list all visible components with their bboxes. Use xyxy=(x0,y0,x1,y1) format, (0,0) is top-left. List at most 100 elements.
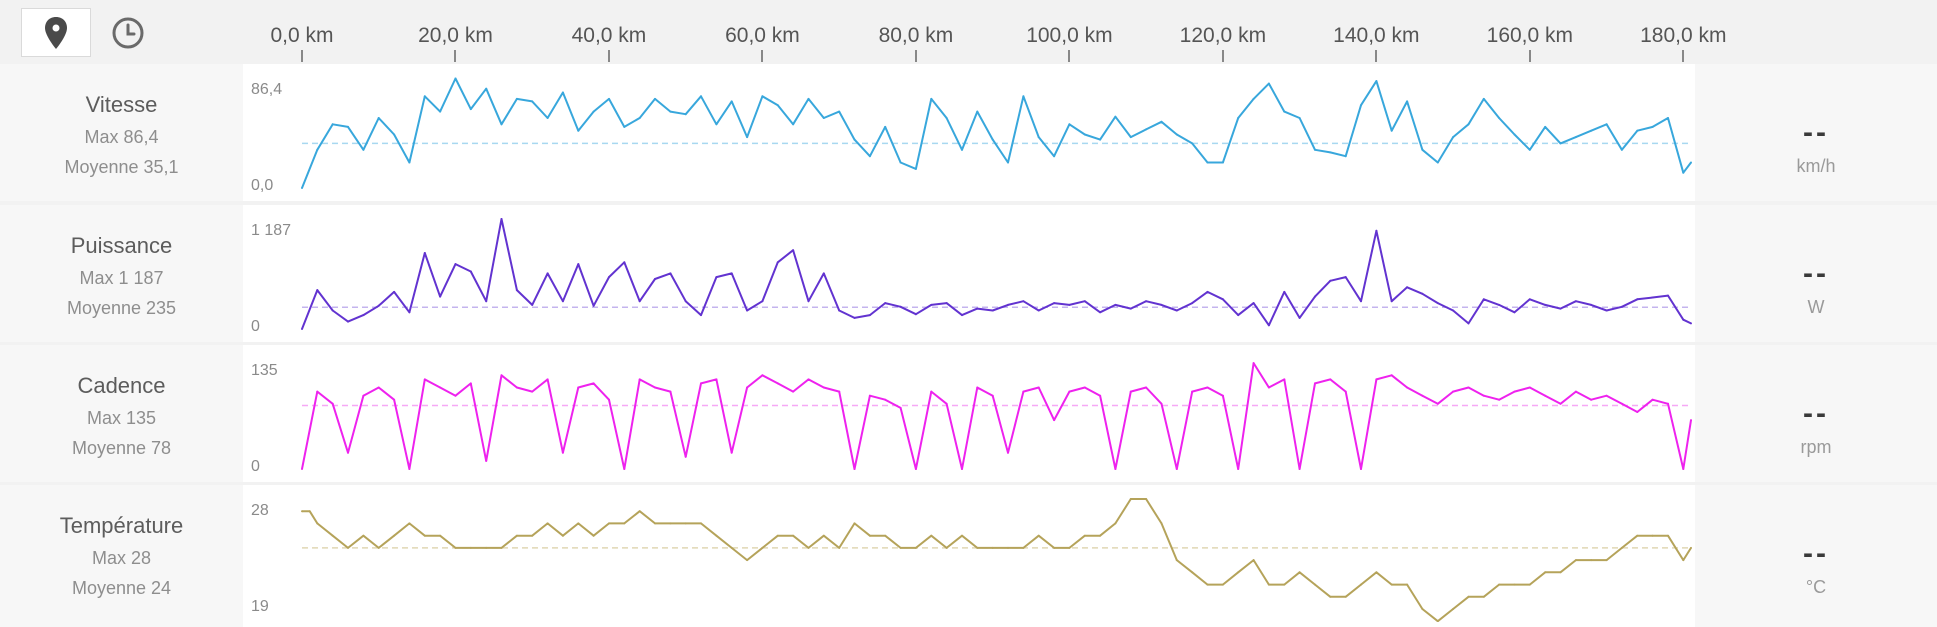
data-point xyxy=(608,398,610,401)
data-point xyxy=(1298,117,1301,119)
x-tick-mark xyxy=(454,50,457,62)
data-point xyxy=(1406,100,1409,103)
data-point xyxy=(638,300,641,303)
data-point xyxy=(316,522,319,525)
data-point xyxy=(746,309,749,312)
data-point xyxy=(1590,398,1593,401)
data-point xyxy=(1620,305,1623,308)
data-point xyxy=(1559,142,1562,145)
data-point xyxy=(976,546,979,549)
data-point xyxy=(945,302,948,305)
data-point xyxy=(1252,559,1255,562)
data-point xyxy=(608,522,610,525)
data-point xyxy=(1482,595,1485,598)
data-point xyxy=(1574,136,1577,139)
data-point xyxy=(822,534,825,537)
data-point xyxy=(347,125,349,128)
data-point xyxy=(1053,302,1056,305)
metric-line-chart[interactable] xyxy=(243,205,1695,342)
data-point xyxy=(331,402,334,405)
data-point xyxy=(638,378,641,381)
data-point xyxy=(1620,402,1623,405)
metric-average: Moyenne 24 xyxy=(71,578,172,598)
metric-current-value: -- xyxy=(1803,537,1829,570)
metric-info-panel: Température Max 28 Moyenne 24 xyxy=(0,485,243,627)
data-point xyxy=(1175,133,1178,136)
metric-unit: rpm xyxy=(1800,437,1832,457)
data-point xyxy=(991,394,994,397)
data-point xyxy=(1360,300,1362,303)
metric-unit: km/h xyxy=(1796,156,1836,176)
data-point xyxy=(776,261,779,264)
data-point xyxy=(362,394,365,397)
data-point xyxy=(316,148,319,151)
data-point xyxy=(439,534,442,537)
data-point xyxy=(1544,571,1547,574)
data-point xyxy=(991,309,994,312)
metric-line-chart[interactable] xyxy=(243,485,1695,622)
data-point xyxy=(393,133,396,136)
data-point xyxy=(1267,324,1270,327)
data-point xyxy=(945,546,948,549)
data-point xyxy=(1053,546,1056,549)
data-point xyxy=(1406,286,1409,289)
data-point xyxy=(1237,468,1240,470)
metric-info-panel: Vitesse Max 86,4 Moyenne 35,1 xyxy=(0,64,243,201)
data-point xyxy=(776,382,779,385)
data-point xyxy=(991,546,994,549)
data-point xyxy=(1682,559,1685,562)
data-point xyxy=(1237,571,1240,574)
data-point xyxy=(1528,583,1531,586)
data-point xyxy=(1574,300,1577,303)
data-point xyxy=(1007,546,1009,549)
data-point xyxy=(1175,468,1178,470)
data-point xyxy=(1421,394,1424,397)
metric-row: Température Max 28 Moyenne 24 28 19 -- °… xyxy=(0,485,1937,627)
data-point xyxy=(1375,80,1378,83)
data-point xyxy=(1191,571,1194,574)
data-point xyxy=(1667,534,1669,537)
data-point xyxy=(377,546,380,549)
data-point xyxy=(669,272,672,275)
data-point xyxy=(1037,136,1040,139)
data-point xyxy=(1206,290,1209,293)
data-point xyxy=(1114,115,1117,118)
data-point xyxy=(776,534,779,537)
data-point xyxy=(807,546,810,549)
x-tick-label: 180,0 km xyxy=(1640,24,1727,47)
metric-line-chart[interactable] xyxy=(243,64,1695,201)
data-point xyxy=(1605,394,1608,397)
data-point xyxy=(1237,314,1240,317)
data-point xyxy=(1436,161,1439,164)
data-point xyxy=(439,110,442,113)
data-point xyxy=(1682,318,1685,321)
time-view-toggle[interactable] xyxy=(93,8,163,57)
data-point xyxy=(592,382,595,385)
data-point xyxy=(331,123,334,126)
map-view-toggle[interactable] xyxy=(21,8,91,57)
data-point xyxy=(684,300,687,303)
metric-average: Moyenne 78 xyxy=(71,438,172,458)
data-point xyxy=(730,272,733,275)
data-point xyxy=(1083,300,1086,303)
data-point xyxy=(1007,161,1009,164)
data-point xyxy=(853,138,856,141)
data-point xyxy=(1129,498,1132,500)
metric-line-chart[interactable] xyxy=(243,345,1695,482)
data-point xyxy=(1022,390,1025,393)
data-point xyxy=(1298,571,1301,574)
data-point xyxy=(669,522,672,525)
data-point xyxy=(331,309,334,312)
data-point xyxy=(469,270,472,273)
data-point xyxy=(1375,229,1378,232)
data-point xyxy=(515,97,518,100)
data-point xyxy=(1667,294,1669,297)
data-point xyxy=(1513,390,1516,393)
x-tick-label: 20,0 km xyxy=(418,24,493,47)
x-tick-label: 0,0 km xyxy=(270,24,334,47)
data-point xyxy=(961,468,963,470)
data-point xyxy=(1037,386,1040,389)
data-point xyxy=(1053,419,1056,422)
data-point xyxy=(1252,362,1255,365)
data-point xyxy=(362,148,365,151)
